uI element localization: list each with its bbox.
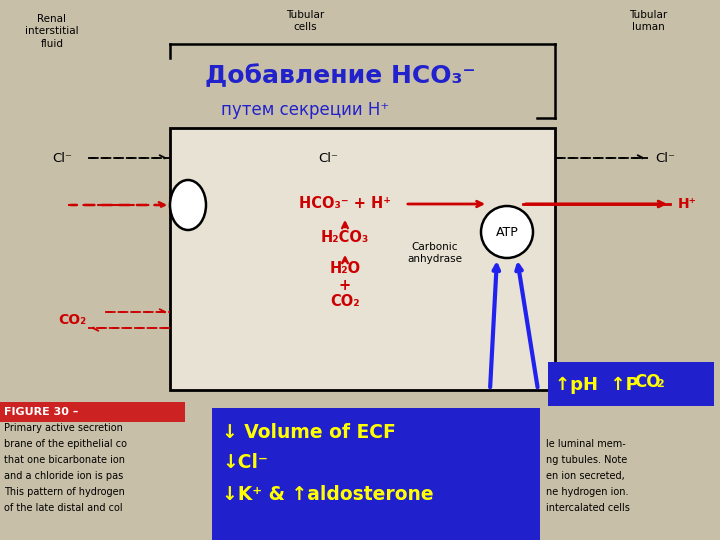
Text: Cl⁻: Cl⁻ (655, 152, 675, 165)
Text: en ion secreted,: en ion secreted, (546, 471, 625, 481)
Text: Добавление НСО₃⁻: Добавление НСО₃⁻ (204, 64, 475, 88)
Bar (0, 402, 185, 422)
Text: H₂CO₃: H₂CO₃ (321, 231, 369, 246)
Text: Primary active secretion: Primary active secretion (4, 423, 123, 433)
Text: that one bicarbonate ion: that one bicarbonate ion (4, 455, 125, 465)
Text: le luminal mem-: le luminal mem- (546, 439, 626, 449)
Text: ↓K⁺ & ↑aldosterone: ↓K⁺ & ↑aldosterone (222, 485, 433, 504)
Text: ↓Cl⁻: ↓Cl⁻ (222, 453, 268, 471)
Text: ng tubules. Note: ng tubules. Note (546, 455, 627, 465)
Text: 2: 2 (656, 379, 664, 389)
Text: Renal
interstitial
fluid: Renal interstitial fluid (25, 14, 78, 49)
Text: Cl⁻: Cl⁻ (318, 152, 338, 165)
Text: FIGURE 30 –: FIGURE 30 – (4, 407, 78, 417)
Text: ne hydrogen ion.: ne hydrogen ion. (546, 487, 629, 497)
Ellipse shape (170, 180, 206, 230)
Text: Tubular
cells: Tubular cells (286, 10, 324, 32)
Text: Carbonic
anhydrase: Carbonic anhydrase (408, 242, 462, 264)
Text: brane of the epithelial co: brane of the epithelial co (4, 439, 127, 449)
Text: intercalated cells: intercalated cells (546, 503, 630, 513)
Text: of the late distal and col: of the late distal and col (4, 503, 122, 513)
Text: Tubular
luman: Tubular luman (629, 10, 667, 32)
Bar (548, 362, 714, 406)
Text: ↓ Volume of ECF: ↓ Volume of ECF (222, 422, 396, 442)
Bar (170, 128, 555, 390)
Bar (212, 408, 540, 540)
Text: путем секреции Н⁺: путем секреции Н⁺ (221, 101, 389, 119)
Text: H₂O
+
CO₂: H₂O + CO₂ (330, 261, 361, 309)
Text: CO: CO (634, 373, 660, 391)
Text: ATP: ATP (495, 226, 518, 239)
Text: Cl⁻: Cl⁻ (52, 152, 72, 165)
Text: This pattern of hydrogen: This pattern of hydrogen (4, 487, 125, 497)
Circle shape (481, 206, 533, 258)
Text: and a chloride ion is pas: and a chloride ion is pas (4, 471, 123, 481)
Text: CO₂: CO₂ (58, 313, 86, 327)
Text: HCO₃⁻ + H⁺: HCO₃⁻ + H⁺ (299, 197, 391, 212)
Text: ↑pH  ↑P: ↑pH ↑P (555, 376, 639, 394)
Text: H⁺: H⁺ (678, 197, 697, 211)
